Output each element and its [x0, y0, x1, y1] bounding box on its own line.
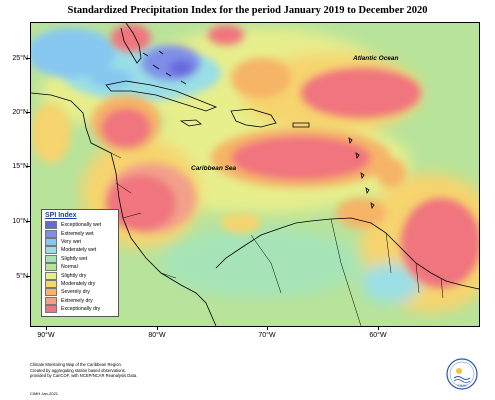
legend-label: Very wet — [61, 238, 81, 245]
cuba-coast — [105, 80, 218, 112]
logo-text: CIMH — [458, 384, 467, 388]
lon-tick — [267, 326, 268, 330]
legend-swatch — [45, 254, 57, 263]
lat-tick — [26, 58, 30, 59]
legend-title: SPI Index — [45, 212, 77, 219]
legend-label: Extremely dry — [61, 297, 93, 304]
legend-swatch — [45, 263, 57, 272]
legend-swatch — [45, 296, 57, 305]
hispaniola-coast — [230, 108, 277, 128]
lat-tick — [26, 112, 30, 113]
jamaica-coast — [179, 119, 202, 127]
spi-legend: SPI Index Exceptionally wet Extremely we… — [41, 209, 119, 318]
lat-tick — [26, 221, 30, 222]
legend-swatch — [45, 279, 57, 288]
map-footer: Climate Monitoring Map of the Caribbean … — [30, 362, 330, 379]
florida-coast — [120, 23, 142, 64]
lat-label-10n: 10°N — [12, 218, 28, 225]
lat-label-25n: 25°N — [12, 55, 28, 62]
cimh-logo-icon: CIMH — [446, 358, 478, 390]
legend-swatch — [45, 288, 57, 297]
legend-item: Slightly dry — [45, 271, 115, 280]
legend-label: Slightly dry — [61, 272, 87, 279]
legend-item: Slightly wet — [45, 254, 115, 263]
legend-item: Extremely wet — [45, 229, 115, 238]
lon-label-90w: 90°W — [37, 332, 55, 339]
legend-swatch — [45, 221, 57, 230]
lat-label-15n: 15°N — [12, 163, 28, 170]
lon-tick — [378, 326, 379, 330]
footer-line: Created by aggregating station based obs… — [30, 367, 126, 373]
legend-item: Moderately dry — [45, 279, 115, 288]
map-title: Standardized Precipitation Index for the… — [67, 5, 428, 16]
footer-line: provided by CariCOF, with NCEP/NCAR Rean… — [30, 373, 138, 378]
legend-swatch — [45, 305, 57, 314]
atlantic-ocean-label: Atlantic Ocean — [353, 55, 399, 62]
legend-item: Exceptionally dry — [45, 305, 115, 314]
lesser-antilles — [348, 137, 375, 210]
spi-map-canvas — [31, 23, 479, 326]
legend-label: Normal — [61, 264, 78, 271]
spi-map: Atlantic Ocean Caribbean Sea SPI Index E… — [30, 22, 480, 327]
legend-label: Severely dry — [61, 289, 90, 296]
legend-item: Very wet — [45, 237, 115, 246]
bahamas-islands — [142, 50, 187, 85]
legend-label: Exceptionally dry — [61, 306, 101, 313]
legend-label: Moderately wet — [61, 247, 97, 254]
lon-label-70w: 70°W — [258, 332, 276, 339]
lat-label-5n: 5°N — [16, 273, 28, 280]
coastlines — [31, 23, 479, 326]
wet-region-bahamas — [31, 28, 221, 101]
footer-line: Climate Monitoring Map of the Caribbean … — [30, 362, 122, 367]
lat-tick — [26, 276, 30, 277]
lon-label-60w: 60°W — [369, 332, 387, 339]
lon-label-80w: 80°W — [148, 332, 166, 339]
country-borders — [90, 142, 444, 326]
legend-label: Slightly wet — [61, 255, 88, 262]
legend-swatch — [45, 229, 57, 238]
legend-item: Moderately wet — [45, 246, 115, 255]
footer-credit: CIMH Jan-2021 — [30, 391, 59, 396]
caribbean-sea-label: Caribbean Sea — [191, 165, 237, 172]
legend-item: Normal — [45, 263, 115, 272]
legend-swatch — [45, 237, 57, 246]
puerto-rico-coast — [292, 122, 310, 128]
legend-swatch — [45, 271, 57, 280]
lon-tick — [157, 326, 158, 330]
legend-label: Moderately dry — [61, 280, 96, 287]
lat-tick — [26, 166, 30, 167]
lon-tick — [46, 326, 47, 330]
legend-label: Extremely wet — [61, 230, 94, 237]
lat-label-20n: 20°N — [12, 109, 28, 116]
legend-item: Severely dry — [45, 288, 115, 297]
legend-swatch — [45, 246, 57, 255]
central-america-coast — [31, 92, 217, 326]
dry-cores — [31, 24, 479, 288]
legend-item: Exceptionally wet — [45, 221, 115, 230]
legend-label: Exceptionally wet — [61, 222, 102, 229]
legend-item: Extremely dry — [45, 296, 115, 305]
